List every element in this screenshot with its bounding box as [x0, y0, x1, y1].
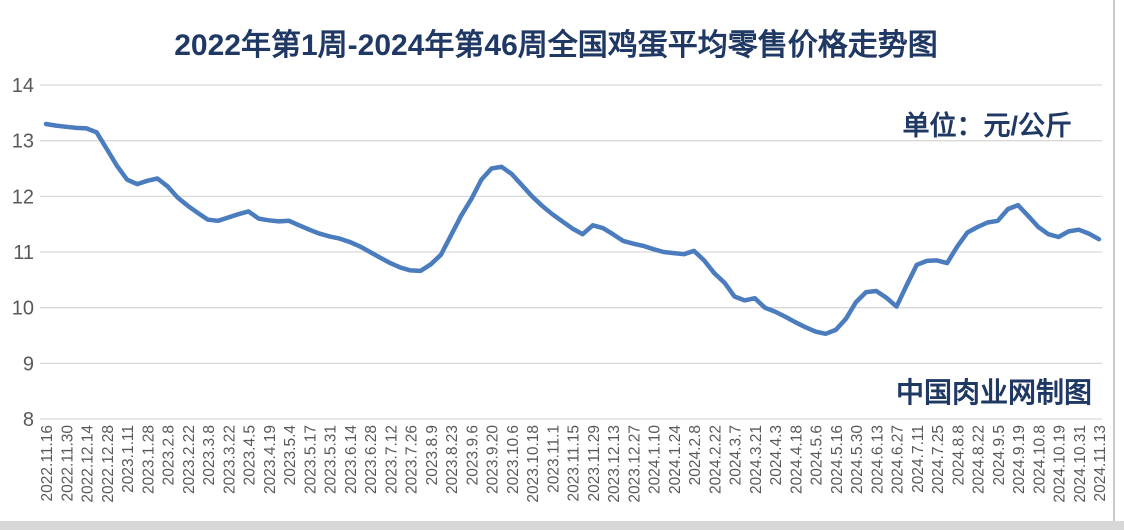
x-tick-label: 2023.11.1: [545, 425, 562, 493]
x-tick-label: 2023.5.4: [282, 425, 299, 486]
chart-title: 2022年第1周-2024年第46周全国鸡蛋平均零售价格走势图: [174, 29, 938, 62]
x-tick-label: 2023.12.13: [606, 425, 623, 503]
x-tick-label: 2023.3.8: [201, 425, 218, 485]
x-tick-label: 2024.4.3: [768, 425, 785, 485]
x-tick-label: 2023.10.6: [505, 425, 522, 494]
x-tick-label: 2024.7.25: [930, 425, 947, 494]
price-line-series: [43, 121, 1102, 337]
x-tick-label: 2023.2.8: [161, 425, 178, 485]
x-tick-label: 2023.9.6: [464, 425, 481, 485]
x-tick-label: 2023.4.19: [262, 425, 279, 494]
x-tick-label: 2023.9.20: [485, 425, 502, 494]
x-tick-label: 2024.3.7: [728, 425, 745, 485]
x-tick-label: 2023.10.18: [525, 425, 542, 503]
bottom-edge-strip: [0, 521, 1124, 530]
x-tick-label: 2024.1.24: [667, 425, 684, 494]
y-tick-label: 13: [12, 131, 34, 153]
x-tick-label: 2024.3.21: [748, 425, 765, 494]
gridlines: [40, 84, 1102, 420]
y-tick-label: 14: [12, 75, 34, 97]
x-tick-label: 2023.6.14: [343, 425, 360, 494]
y-tick-label: 9: [23, 353, 34, 375]
watermark-source-label: 中国肉业网制图: [895, 377, 1092, 408]
x-tick-label: 2024.5.30: [849, 425, 866, 494]
x-tick-label: 2024.4.18: [788, 425, 805, 494]
unit-label: 单位：元/公斤: [902, 111, 1072, 141]
x-tick-label: 2024.2.8: [687, 425, 704, 485]
right-edge-divider: [1113, 0, 1115, 530]
x-tick-label: 2024.1.10: [647, 425, 664, 494]
x-tick-label: 2024.5.6: [809, 425, 826, 485]
x-tick-label: 2023.1.28: [140, 425, 157, 494]
x-tick-label: 2023.11.29: [586, 425, 603, 501]
x-tick-label: 2022.11.16: [39, 425, 56, 501]
y-axis-labels: 14 13 12 11 10 9 8: [12, 75, 34, 431]
x-tick-label: 2024.5.16: [829, 425, 846, 494]
x-tick-label: 2024.10.19: [1052, 425, 1069, 503]
x-tick-label: 2023.7.12: [383, 425, 400, 494]
x-tick-label: 2024.10.8: [1031, 425, 1048, 494]
x-tick-label: 2023.1.11: [120, 425, 137, 493]
y-tick-label: 12: [12, 186, 34, 208]
x-tick-label: 2024.7.11: [910, 425, 927, 493]
x-axis-labels: 2022.11.16 2022.11.30 2022.12.14 2022.12.28…: [39, 425, 1109, 503]
x-tick-label: 2023.8.9: [424, 425, 441, 485]
x-tick-label: 2022.11.30: [59, 425, 76, 502]
x-tick-label: 2024.6.27: [890, 425, 907, 494]
x-tick-label: 2023.12.27: [626, 425, 643, 503]
x-tick-label: 2023.7.26: [404, 425, 421, 494]
x-tick-label: 2024.6.13: [869, 425, 886, 494]
x-tick-label: 2024.10.31: [1072, 425, 1089, 503]
x-tick-label: 2023.4.5: [242, 425, 259, 485]
x-tick-label: 2023.6.28: [363, 425, 380, 494]
x-tick-label: 2023.5.31: [323, 425, 340, 494]
x-tick-label: 2024.8.22: [971, 425, 988, 494]
x-tick-label: 2024.2.22: [707, 425, 724, 494]
y-tick-label: 8: [23, 409, 34, 431]
x-tick-label: 2022.12.14: [80, 425, 97, 503]
x-tick-label: 2024.9.5: [991, 425, 1008, 485]
x-tick-label: 2023.3.22: [221, 425, 238, 494]
x-tick-label: 2022.12.28: [100, 425, 117, 503]
x-tick-label: 2023.11.15: [566, 425, 583, 501]
x-tick-label: 2024.11.13: [1092, 425, 1109, 501]
x-tick-label: 2024.9.19: [1011, 425, 1028, 494]
x-tick-label: 2023.2.22: [181, 425, 198, 494]
x-tick-label: 2023.8.23: [444, 425, 461, 494]
x-tick-label: 2023.5.17: [302, 425, 319, 494]
y-tick-label: 10: [12, 298, 34, 320]
y-tick-label: 11: [13, 242, 34, 264]
x-tick-label: 2024.8.8: [950, 425, 967, 485]
